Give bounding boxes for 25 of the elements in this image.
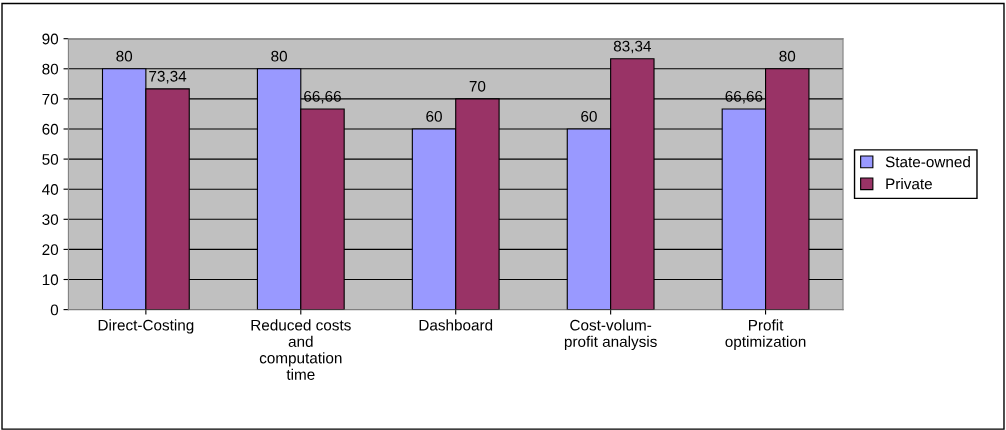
legend-label: State-owned	[885, 156, 970, 168]
y-tick-label: 30	[42, 214, 59, 225]
x-tick-label: Direct-Costing	[98, 319, 194, 334]
data-label: 73,34	[149, 70, 187, 84]
x-tick-label: Dashboard	[419, 319, 493, 331]
y-tick-label: 80	[42, 63, 59, 75]
x-tick-label: Cost-volum- profit analysis	[564, 319, 657, 351]
y-tick-label: 0	[50, 304, 59, 316]
data-label: 80	[779, 50, 796, 62]
x-tick-label: Profit optimization	[725, 319, 806, 351]
data-label: 60	[426, 111, 442, 122]
y-tick-label: 50	[42, 153, 59, 165]
y-tick-label: 70	[42, 93, 59, 105]
data-label: 70	[469, 80, 486, 92]
y-tick-label: 10	[42, 274, 59, 286]
y-tick-label: 60	[42, 123, 59, 135]
data-label: 83,34	[613, 40, 651, 54]
data-label: 60	[581, 111, 597, 122]
data-label: 80	[116, 50, 133, 62]
x-tick-label: Reduced costs and computation time	[251, 319, 351, 380]
y-tick-label: 90	[42, 33, 59, 45]
legend-label: Private	[886, 178, 932, 190]
y-tick-label: 20	[42, 244, 59, 256]
data-label: 80	[271, 50, 287, 62]
y-tick-label: 40	[42, 184, 59, 195]
